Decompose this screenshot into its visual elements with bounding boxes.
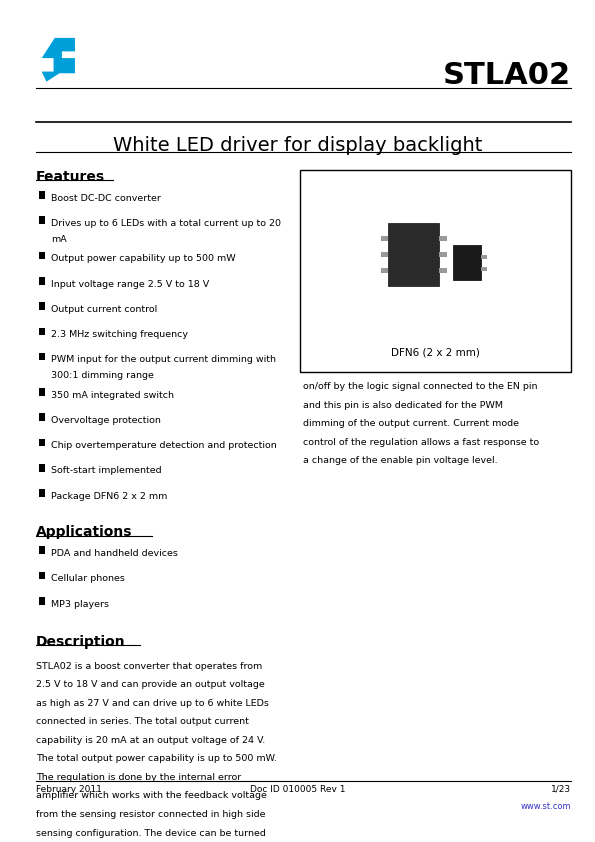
Text: White LED driver for display backlight: White LED driver for display backlight: [113, 136, 482, 156]
Bar: [39, 277, 45, 285]
Text: www.st.com: www.st.com: [521, 802, 571, 811]
Text: connected in series. The total output current: connected in series. The total output cu…: [36, 717, 249, 727]
Text: Doc ID 010005 Rev 1: Doc ID 010005 Rev 1: [250, 785, 345, 794]
Text: February 2011: February 2011: [36, 785, 102, 794]
Text: capability is 20 mA at an output voltage of 24 V.: capability is 20 mA at an output voltage…: [36, 736, 265, 745]
Text: STLA02: STLA02: [443, 61, 571, 89]
Text: 2.3 MHz switching frequency: 2.3 MHz switching frequency: [51, 330, 188, 339]
Bar: [381, 236, 389, 241]
Text: 300:1 dimming range: 300:1 dimming range: [51, 371, 154, 381]
Bar: [453, 245, 481, 280]
Polygon shape: [42, 38, 75, 82]
Bar: [39, 413, 45, 421]
Bar: [300, 170, 571, 372]
Bar: [388, 223, 439, 286]
Bar: [39, 464, 45, 472]
Text: on/off by the logic signal connected to the EN pin: on/off by the logic signal connected to …: [303, 382, 538, 392]
Text: Boost DC-DC converter: Boost DC-DC converter: [51, 194, 161, 203]
Text: amplifier which works with the feedback voltage: amplifier which works with the feedback …: [36, 791, 267, 801]
Text: from the sensing resistor connected in high side: from the sensing resistor connected in h…: [36, 810, 265, 819]
Bar: [39, 439, 45, 446]
Bar: [481, 267, 487, 271]
Text: mA: mA: [51, 235, 67, 244]
Text: The regulation is done by the internal error: The regulation is done by the internal e…: [36, 773, 241, 782]
Text: MP3 players: MP3 players: [51, 600, 109, 609]
Text: control of the regulation allows a fast response to: control of the regulation allows a fast …: [303, 438, 540, 447]
Bar: [39, 302, 45, 310]
Text: dimming of the output current. Current mode: dimming of the output current. Current m…: [303, 419, 519, 429]
Bar: [439, 252, 446, 257]
Bar: [439, 236, 446, 241]
Bar: [381, 268, 389, 273]
Text: Soft-start implemented: Soft-start implemented: [51, 466, 162, 476]
Text: Output power capability up to 500 mW: Output power capability up to 500 mW: [51, 254, 236, 264]
Text: Applications: Applications: [36, 525, 132, 540]
Bar: [39, 597, 45, 605]
Text: STLA02 is a boost converter that operates from: STLA02 is a boost converter that operate…: [36, 662, 262, 671]
Bar: [481, 255, 487, 259]
Text: Cellular phones: Cellular phones: [51, 574, 125, 584]
Bar: [39, 216, 45, 224]
Text: Output current control: Output current control: [51, 305, 158, 314]
Bar: [381, 252, 389, 257]
Bar: [439, 268, 446, 273]
Text: Features: Features: [36, 170, 105, 184]
Bar: [39, 388, 45, 396]
Text: sensing configuration. The device can be turned: sensing configuration. The device can be…: [36, 829, 265, 838]
Text: Drives up to 6 LEDs with a total current up to 20: Drives up to 6 LEDs with a total current…: [51, 219, 281, 228]
Text: as high as 27 V and can drive up to 6 white LEDs: as high as 27 V and can drive up to 6 wh…: [36, 699, 268, 708]
Text: DFN6 (2 x 2 mm): DFN6 (2 x 2 mm): [392, 347, 480, 357]
Text: a change of the enable pin voltage level.: a change of the enable pin voltage level…: [303, 456, 498, 466]
Text: PDA and handheld devices: PDA and handheld devices: [51, 549, 178, 558]
Text: Package DFN6 2 x 2 mm: Package DFN6 2 x 2 mm: [51, 492, 168, 501]
Bar: [39, 546, 45, 554]
Text: 350 mA integrated switch: 350 mA integrated switch: [51, 391, 174, 400]
Text: Input voltage range 2.5 V to 18 V: Input voltage range 2.5 V to 18 V: [51, 280, 209, 289]
Bar: [39, 572, 45, 579]
Bar: [39, 353, 45, 360]
Text: 2.5 V to 18 V and can provide an output voltage: 2.5 V to 18 V and can provide an output …: [36, 680, 264, 690]
Text: and this pin is also dedicated for the PWM: and this pin is also dedicated for the P…: [303, 401, 503, 410]
Text: Chip overtemperature detection and protection: Chip overtemperature detection and prote…: [51, 441, 277, 450]
Text: The total output power capability is up to 500 mW.: The total output power capability is up …: [36, 754, 277, 764]
Bar: [39, 191, 45, 199]
Text: PWM input for the output current dimming with: PWM input for the output current dimming…: [51, 355, 276, 365]
Text: 1/23: 1/23: [551, 785, 571, 794]
Bar: [39, 328, 45, 335]
Bar: [39, 489, 45, 497]
Text: Description: Description: [36, 635, 126, 649]
Text: Overvoltage protection: Overvoltage protection: [51, 416, 161, 425]
Bar: [39, 252, 45, 259]
